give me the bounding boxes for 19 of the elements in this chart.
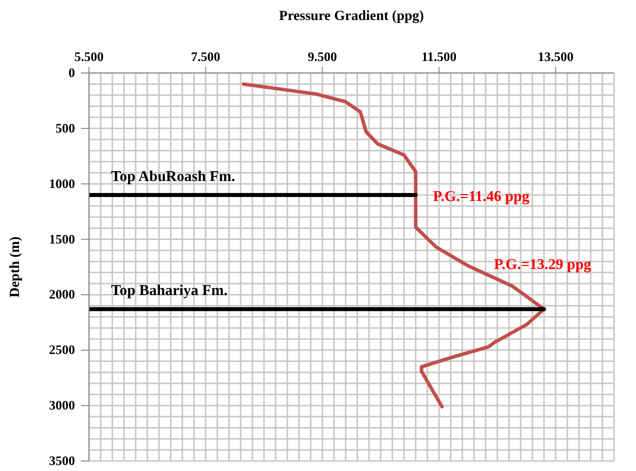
x-tick-label: 13.500	[538, 49, 574, 64]
x-tick-label: 9.500	[308, 49, 337, 64]
x-axis-title: Pressure Gradient (ppg)	[279, 8, 424, 24]
y-tick-label: 2000	[49, 286, 75, 302]
y-tick-label: 500	[56, 120, 75, 136]
y-tick-label: 1000	[49, 176, 75, 191]
y-tick-label: 3500	[49, 453, 75, 468]
annotation: P.G.=11.46 ppg	[433, 189, 530, 206]
x-tick-label: 7.500	[191, 49, 220, 64]
series-label: Top AbuRoash Fm.	[111, 168, 236, 185]
x-tick-label: 5.500	[74, 49, 104, 64]
y-tick-label: 2500	[49, 342, 75, 358]
y-axis-title: Depth (m)	[8, 236, 23, 298]
series-label: Top Bahariya Fm.	[111, 283, 228, 300]
y-tick-label: 3000	[49, 398, 75, 413]
y-tick-label: 0	[68, 65, 75, 80]
annotation: P.G.=13.29 ppg	[494, 257, 592, 274]
x-tick-label: 11.500	[421, 49, 457, 64]
y-tick-label: 1500	[49, 231, 75, 246]
